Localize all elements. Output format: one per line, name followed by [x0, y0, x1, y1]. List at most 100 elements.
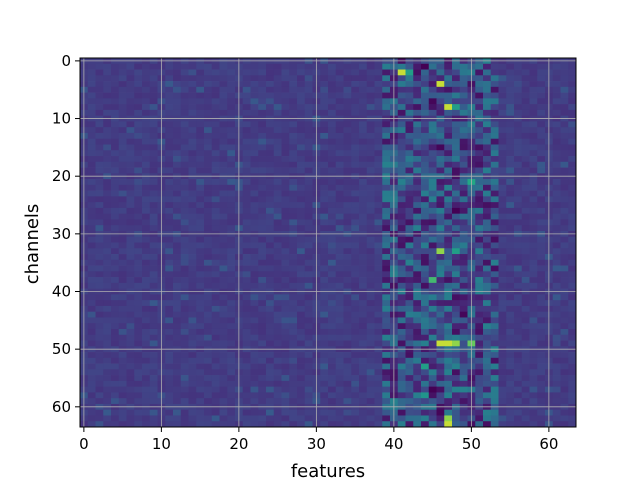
heatmap-cell — [95, 277, 104, 284]
heatmap-cell — [514, 144, 523, 151]
heatmap-cell — [103, 196, 112, 203]
heatmap-cell — [211, 340, 220, 347]
heatmap-cell — [87, 202, 96, 209]
heatmap-cell — [173, 98, 182, 105]
heatmap-cell — [483, 265, 492, 272]
heatmap-cell — [514, 69, 523, 76]
heatmap-cell — [436, 127, 445, 134]
heatmap-cell — [87, 109, 96, 117]
heatmap-cell — [180, 282, 189, 289]
heatmap-cell — [188, 104, 197, 111]
heatmap-cell — [335, 144, 344, 151]
heatmap-cell — [421, 109, 430, 117]
heatmap-cell — [514, 421, 523, 428]
heatmap-cell — [95, 190, 104, 197]
heatmap-cell — [242, 415, 251, 422]
heatmap-cell — [444, 81, 453, 88]
heatmap-cell — [304, 242, 313, 249]
heatmap-cell — [142, 392, 151, 399]
heatmap-cell — [490, 294, 499, 301]
heatmap-cell — [87, 138, 96, 145]
heatmap-cell — [335, 317, 344, 324]
heatmap-cell — [281, 207, 290, 215]
heatmap-cell — [335, 398, 344, 405]
heatmap-cell — [111, 190, 120, 197]
heatmap-cell — [320, 92, 329, 99]
heatmap-cell — [428, 150, 437, 157]
heatmap-cell — [428, 340, 437, 347]
heatmap-cell — [188, 363, 197, 370]
heatmap-cell — [382, 363, 391, 370]
heatmap-cell — [421, 398, 430, 405]
heatmap-cell — [289, 271, 298, 278]
heatmap-cell — [328, 190, 337, 197]
heatmap-cell — [521, 415, 530, 422]
heatmap-cell — [188, 340, 197, 347]
heatmap-cell — [529, 236, 538, 243]
heatmap-cell — [95, 282, 104, 289]
heatmap-cell — [335, 380, 344, 387]
heatmap-cell — [436, 213, 445, 220]
heatmap-cell — [475, 75, 484, 82]
heatmap-cell — [242, 369, 251, 376]
heatmap-cell — [421, 363, 430, 370]
heatmap-cell — [219, 127, 228, 134]
heatmap-cell — [444, 144, 453, 151]
heatmap-cell — [436, 369, 445, 376]
heatmap-cell — [149, 409, 158, 416]
heatmap-cell — [211, 357, 220, 364]
heatmap-cell — [436, 323, 445, 330]
heatmap-cell — [436, 254, 445, 261]
heatmap-cell — [428, 202, 437, 209]
heatmap-cell — [421, 305, 430, 313]
heatmap-cell — [498, 259, 507, 266]
heatmap-cell — [413, 282, 422, 289]
heatmap-cell — [428, 190, 437, 197]
heatmap-cell — [142, 196, 151, 203]
heatmap-cell — [335, 334, 344, 341]
heatmap-cell — [95, 357, 104, 364]
heatmap-cell — [459, 305, 468, 313]
heatmap-cell — [188, 92, 197, 99]
heatmap-cell — [180, 380, 189, 387]
heatmap-cell — [560, 265, 569, 272]
heatmap-cell — [118, 259, 127, 266]
heatmap-cell — [529, 92, 538, 99]
heatmap-cell — [343, 259, 352, 266]
heatmap-cell — [281, 254, 290, 261]
heatmap-cell — [304, 363, 313, 370]
heatmap-cell — [134, 311, 143, 318]
heatmap-cell — [537, 156, 546, 163]
heatmap-cell — [521, 138, 530, 145]
heatmap-cell — [374, 86, 383, 93]
heatmap-cell — [405, 363, 414, 370]
heatmap-cell — [382, 369, 391, 376]
heatmap-cell — [289, 75, 298, 82]
heatmap-cell — [366, 386, 375, 393]
heatmap-cell — [490, 156, 499, 163]
heatmap-cell — [405, 409, 414, 416]
heatmap-cell — [204, 415, 213, 422]
heatmap-cell — [281, 109, 290, 117]
heatmap-cell — [359, 207, 368, 215]
heatmap-cell — [95, 69, 104, 76]
heatmap-cell — [304, 248, 313, 255]
heatmap-cell — [227, 415, 236, 422]
heatmap-cell — [382, 179, 391, 186]
heatmap-cell — [498, 75, 507, 82]
heatmap-cell — [250, 167, 259, 174]
heatmap-cell — [173, 392, 182, 399]
heatmap-cell — [103, 69, 112, 76]
heatmap-cell — [498, 311, 507, 318]
heatmap-cell — [359, 81, 368, 88]
heatmap-cell — [320, 340, 329, 347]
heatmap-cell — [475, 265, 484, 272]
heatmap-cell — [219, 375, 228, 382]
heatmap-cell — [87, 213, 96, 220]
heatmap-cell — [444, 363, 453, 370]
heatmap-cell — [552, 323, 561, 330]
heatmap-cell — [475, 69, 484, 76]
heatmap-cell — [568, 265, 577, 272]
heatmap-cell — [506, 305, 515, 313]
heatmap-cell — [405, 352, 414, 359]
